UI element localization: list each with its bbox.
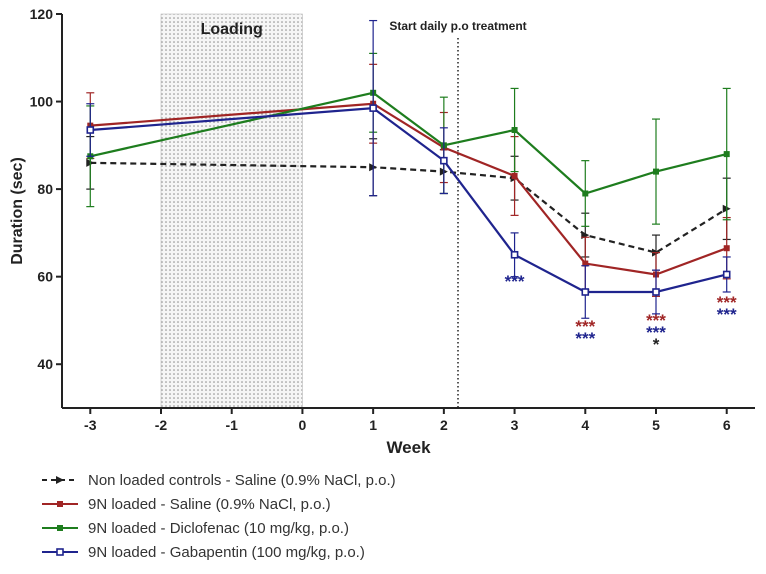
significance-marker: *** [717,293,737,312]
duration-chart: Loading Start daily p.o treatment 4060801… [9,6,755,457]
significance-marker: *** [575,317,595,336]
x-tick-label: 5 [652,417,660,433]
y-tick-label: 120 [30,6,54,22]
legend-swatch [42,501,78,507]
legend-label: 9N loaded - Diclofenac (10 mg/kg, p.o.) [88,519,349,537]
treatment-start-label: Start daily p.o treatment [389,19,526,33]
y-tick-label: 40 [37,356,53,372]
diclofenac-point [723,151,730,158]
x-tick-label: 4 [581,417,589,433]
x-tick-label: -1 [225,417,238,433]
gabapentin-point [369,104,377,112]
gabapentin-point [86,126,95,134]
significance-marker: *** [646,323,666,342]
legend-item-diclofenac: 9N loaded - Diclofenac (10 mg/kg, p.o.) [40,516,396,540]
legend-label: 9N loaded - Saline (0.9% NaCl, p.o.) [88,495,331,513]
significance-marker: * [653,335,660,354]
legend-item-saline: 9N loaded - Saline (0.9% NaCl, p.o.) [40,492,396,516]
x-axis-title: Week [386,438,431,457]
legend-item-control: Non loaded controls - Saline (0.9% NaCl,… [40,468,396,492]
x-tick-label: -2 [155,417,168,433]
y-axis-title: Duration (sec) [9,157,26,265]
legend-swatch [42,476,78,484]
significance-marker: *** [717,305,737,324]
series-layer [86,19,731,319]
saline-point [723,245,730,252]
loading-label: Loading [201,21,263,38]
legend-swatch [42,525,78,531]
series-gabapentin [86,19,731,319]
diclofenac-point [511,127,518,134]
gabapentin-point [652,288,660,296]
axes-layer: 40 60 80 100 120 -3 -2 -1 0 1 2 3 4 5 6 Week Duration (s… [9,6,755,457]
legend-label: Non loaded controls - Saline (0.9% NaCl,… [88,471,396,489]
significance-layer: ********************** [505,272,737,354]
gabapentin-point [440,156,448,165]
x-tick-label: 6 [723,417,731,433]
gabapentin-point [722,270,731,279]
loading-region [160,13,303,409]
legend-label: 9N loaded - Gabapentin (100 mg/kg, p.o.) [88,543,365,561]
gabapentin-point [510,250,519,259]
diclofenac-point [582,190,589,197]
y-tick-label: 100 [30,94,54,110]
gabapentin-point [581,288,590,296]
saline-point [582,260,589,267]
significance-marker: *** [575,329,595,348]
significance-marker: *** [646,311,666,330]
legend-swatch [42,548,78,556]
loading-region-layer: Loading Start daily p.o treatment [160,13,527,409]
y-tick-label: 80 [37,181,53,197]
x-tick-label: 1 [369,417,377,433]
significance-marker: *** [505,272,525,291]
legend-item-gabapentin: 9N loaded - Gabapentin (100 mg/kg, p.o.) [40,540,396,564]
legend: Non loaded controls - Saline (0.9% NaCl,… [40,468,396,564]
x-tick-label: -3 [84,417,97,433]
y-tick-label: 60 [37,269,53,285]
saline-point [511,172,518,179]
diclofenac-point [653,168,659,175]
x-tick-label: 3 [511,417,519,433]
x-tick-label: 0 [299,417,307,433]
x-tick-label: 2 [440,417,448,433]
